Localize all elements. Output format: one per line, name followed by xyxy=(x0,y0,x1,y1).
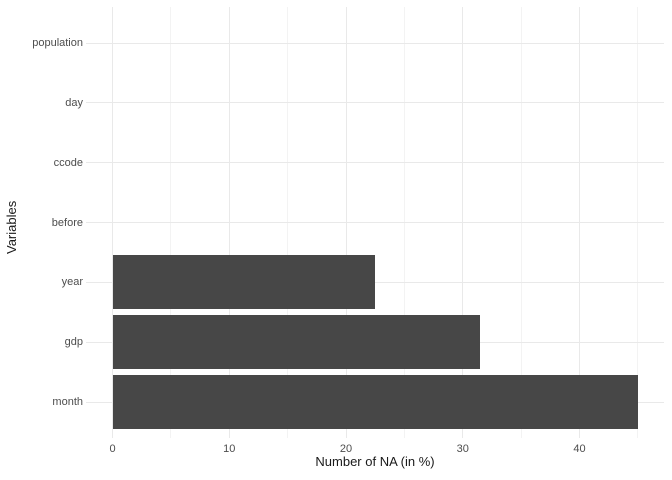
x-tick-label-40: 40 xyxy=(573,443,586,455)
chart-panel xyxy=(86,7,664,438)
x-tick-label-30: 30 xyxy=(456,443,469,455)
y-tick-label-gdp: gdp xyxy=(64,336,83,349)
major-gridline-y-population xyxy=(86,42,664,44)
bar-year xyxy=(112,255,376,310)
major-gridline-y-ccode xyxy=(86,162,664,164)
y-tick-label-year: year xyxy=(61,276,83,289)
y-tick-label-ccode: ccode xyxy=(53,156,83,169)
x-tick-label-0: 0 xyxy=(109,443,116,455)
major-gridline-y-day xyxy=(86,102,664,104)
x-axis-title: Number of NA (in %) xyxy=(315,454,435,469)
y-tick-label-population: population xyxy=(32,37,83,49)
x-tick-label-20: 20 xyxy=(339,443,353,455)
y-tick-label-before: before xyxy=(51,216,83,229)
bar-month xyxy=(112,375,638,430)
major-gridline-y-before xyxy=(86,222,664,224)
y-tick-label-day: day xyxy=(65,96,83,109)
bar-gdp xyxy=(112,315,481,370)
y-tick-label-month: month xyxy=(52,396,83,409)
x-tick-label-10: 10 xyxy=(223,443,236,455)
